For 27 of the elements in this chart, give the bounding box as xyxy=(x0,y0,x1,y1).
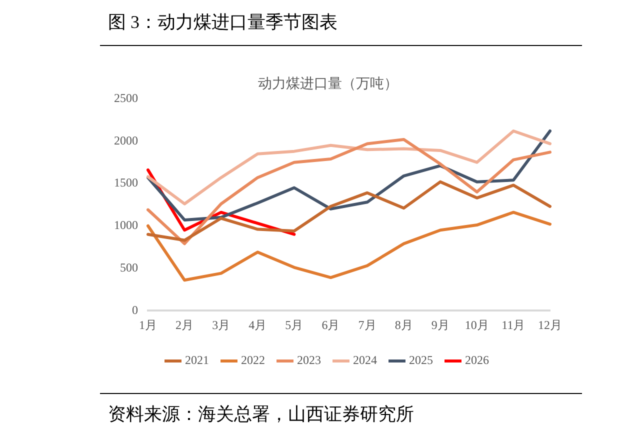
legend-label: 2023 xyxy=(297,353,321,368)
y-tick-label: 0 xyxy=(132,302,138,317)
y-tick-label: 2000 xyxy=(114,133,138,148)
x-tick-label: 12月 xyxy=(538,318,562,332)
legend-label: 2026 xyxy=(465,353,489,368)
legend-label: 2025 xyxy=(409,353,433,368)
x-tick-label: 1月 xyxy=(139,318,157,332)
legend-label: 2021 xyxy=(185,353,209,368)
x-tick-label: 3月 xyxy=(212,318,230,332)
x-tick-label: 8月 xyxy=(394,318,413,332)
x-tick-label: 7月 xyxy=(358,318,376,332)
chart-subtitle: 动力煤进口量（万吨） xyxy=(258,76,398,92)
x-tick-label: 10月 xyxy=(464,318,489,332)
text: 资料来源：海关总署，山西证券研究所 xyxy=(108,403,414,426)
x-tick-label: 6月 xyxy=(322,318,340,332)
y-tick-label: 1500 xyxy=(114,176,138,190)
legend-label: 2024 xyxy=(353,353,377,368)
chart-title: 图 3：动力煤进口量季节图表 xyxy=(108,11,338,34)
x-tick-label: 9月 xyxy=(431,318,450,332)
x-tick-label: 5月 xyxy=(285,318,304,332)
y-tick-label: 1000 xyxy=(114,218,138,232)
x-tick-label: 4月 xyxy=(248,318,267,332)
y-tick-label: 500 xyxy=(120,260,138,274)
y-tick-label: 2500 xyxy=(114,90,138,105)
x-tick-label: 11月 xyxy=(502,318,526,332)
x-tick-label: 2月 xyxy=(176,318,194,332)
legend-label: 2022 xyxy=(241,353,265,368)
